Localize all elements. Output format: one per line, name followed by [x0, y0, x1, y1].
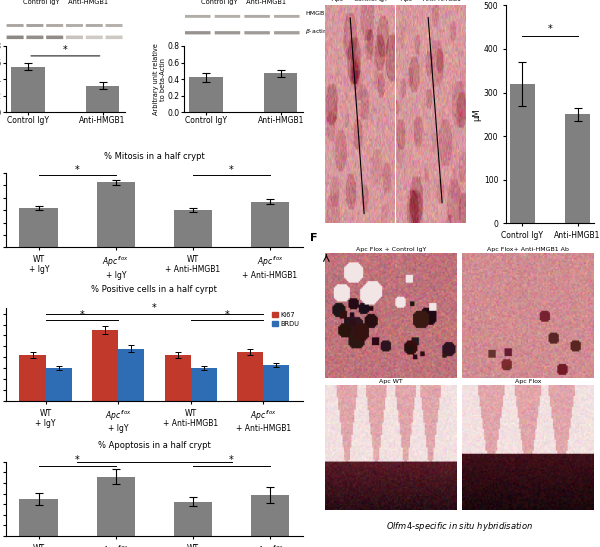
FancyBboxPatch shape: [86, 36, 103, 39]
Bar: [237, 352, 263, 401]
FancyBboxPatch shape: [7, 36, 23, 39]
FancyBboxPatch shape: [244, 15, 270, 18]
Bar: [251, 494, 289, 536]
Bar: [97, 183, 135, 247]
Title: % Mitosis in a half crypt: % Mitosis in a half crypt: [104, 152, 205, 161]
Text: $\beta$-actin: $\beta$-actin: [305, 27, 328, 36]
Text: HMGB1: HMGB1: [305, 11, 328, 16]
FancyBboxPatch shape: [66, 36, 83, 39]
Bar: [565, 114, 590, 223]
FancyBboxPatch shape: [86, 24, 103, 27]
Text: *: *: [63, 45, 68, 55]
Bar: [86, 86, 119, 112]
FancyBboxPatch shape: [7, 24, 23, 27]
Bar: [173, 502, 212, 536]
FancyBboxPatch shape: [274, 15, 299, 18]
Title: % Positive cells in a half cyrpt: % Positive cells in a half cyrpt: [91, 284, 217, 294]
Title: $Apc^{flox}$ Anti-HMGB1: $Apc^{flox}$ Anti-HMGB1: [400, 0, 462, 5]
Text: *: *: [224, 310, 229, 320]
Title: Small Intestinal Epithelia Cell Extract
Control IgY    Anti-HMGB1: Small Intestinal Epithelia Cell Extract …: [182, 0, 305, 5]
Text: *: *: [229, 165, 234, 174]
Bar: [164, 355, 191, 401]
FancyBboxPatch shape: [66, 24, 83, 27]
Text: *: *: [80, 310, 84, 320]
FancyBboxPatch shape: [46, 24, 63, 27]
FancyBboxPatch shape: [26, 36, 43, 39]
FancyBboxPatch shape: [26, 24, 43, 27]
Bar: [19, 208, 58, 247]
Bar: [264, 73, 298, 112]
Bar: [97, 476, 135, 536]
FancyBboxPatch shape: [215, 31, 240, 34]
Bar: [263, 365, 289, 401]
Text: *: *: [75, 455, 80, 465]
Title: Apc WT: Apc WT: [379, 379, 403, 384]
Bar: [118, 348, 144, 401]
Bar: [190, 78, 223, 112]
Text: *: *: [75, 165, 80, 174]
Bar: [92, 330, 118, 401]
Title: Small Intestinal whole tissue extract
Control IgY    Anti-HMGB1: Small Intestinal whole tissue extract Co…: [5, 0, 126, 5]
Legend: Ki67, BRDU: Ki67, BRDU: [272, 311, 299, 327]
Bar: [173, 210, 212, 247]
Text: $Olfm4$-specific $in$ $situ$ hybridisation: $Olfm4$-specific $in$ $situ$ hybridisati…: [386, 520, 533, 533]
Title: Apc Flox: Apc Flox: [515, 379, 541, 384]
Title: % Apoptosis in a half crypt: % Apoptosis in a half crypt: [98, 441, 211, 450]
FancyBboxPatch shape: [185, 15, 211, 18]
FancyBboxPatch shape: [215, 15, 240, 18]
Text: *: *: [152, 303, 157, 313]
Bar: [251, 201, 289, 247]
FancyBboxPatch shape: [106, 36, 122, 39]
FancyBboxPatch shape: [244, 31, 270, 34]
Bar: [19, 355, 46, 401]
Bar: [19, 499, 58, 536]
Bar: [191, 368, 217, 401]
Title: Apc Flox + Control IgY: Apc Flox + Control IgY: [356, 247, 427, 252]
Y-axis label: μM: μM: [472, 108, 481, 120]
Text: *: *: [548, 24, 553, 34]
Text: *: *: [229, 455, 234, 465]
Title: Apc Flox+ Anti-HMGB1 Ab: Apc Flox+ Anti-HMGB1 Ab: [487, 247, 569, 252]
Bar: [11, 67, 45, 112]
Text: F: F: [310, 232, 317, 243]
Bar: [510, 84, 535, 223]
FancyBboxPatch shape: [46, 36, 63, 39]
FancyBboxPatch shape: [185, 31, 211, 34]
Y-axis label: Arbitrary unit relative
to beta-Actin: Arbitrary unit relative to beta-Actin: [154, 43, 166, 115]
FancyBboxPatch shape: [274, 31, 299, 34]
FancyBboxPatch shape: [106, 24, 122, 27]
Bar: [46, 368, 72, 401]
Title: $Apc^{flox}$ Control IgY: $Apc^{flox}$ Control IgY: [331, 0, 389, 5]
